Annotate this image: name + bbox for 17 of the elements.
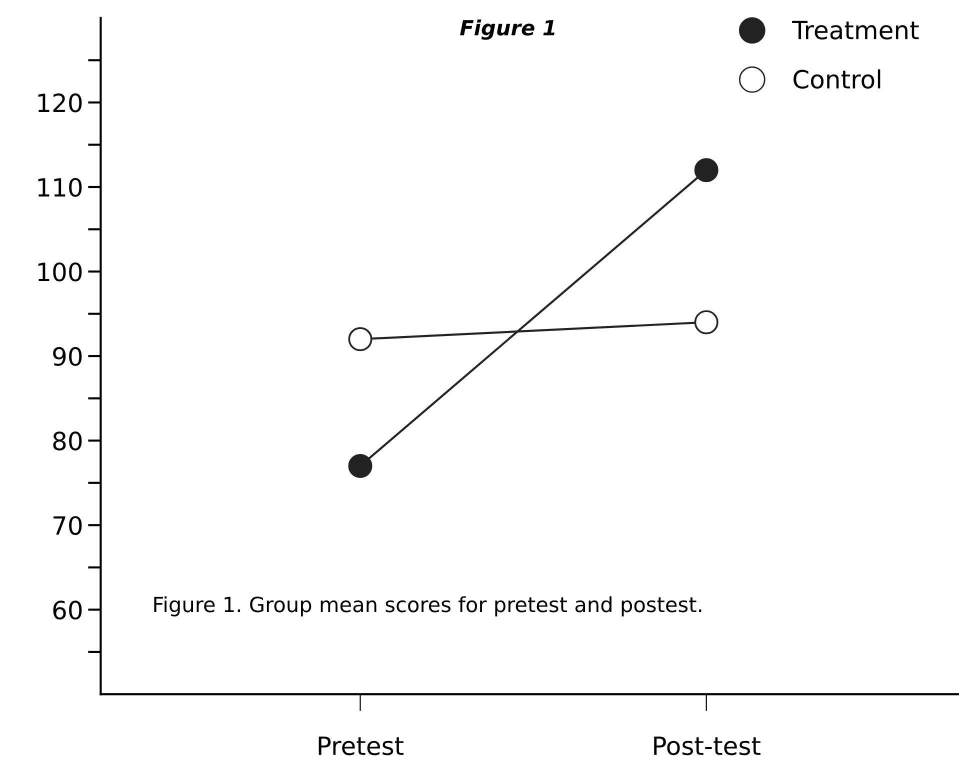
- point: [348, 454, 372, 478]
- y-tick-label: 70: [54, 516, 82, 535]
- y-tick-label: 80: [53, 432, 82, 450]
- chart-title: Figure 1: [460, 19, 554, 40]
- y-tick-label: 120: [38, 93, 82, 112]
- y-tick-label: 60: [53, 600, 82, 620]
- x-tick-label: Post-test: [654, 736, 760, 756]
- legend-label: Control: [794, 69, 880, 89]
- y-tick-label: 90: [53, 347, 82, 366]
- x-tick-label: Pretest: [318, 736, 404, 756]
- point: [348, 327, 372, 352]
- legend-label: Treatment: [792, 20, 919, 40]
- y-tick-label: 110: [38, 178, 82, 197]
- point: [694, 158, 718, 182]
- annotation: Figure 1. Group mean scores for pretest and postest.: [154, 596, 702, 616]
- y-tick-label: 100: [38, 262, 82, 282]
- point: [694, 310, 718, 334]
